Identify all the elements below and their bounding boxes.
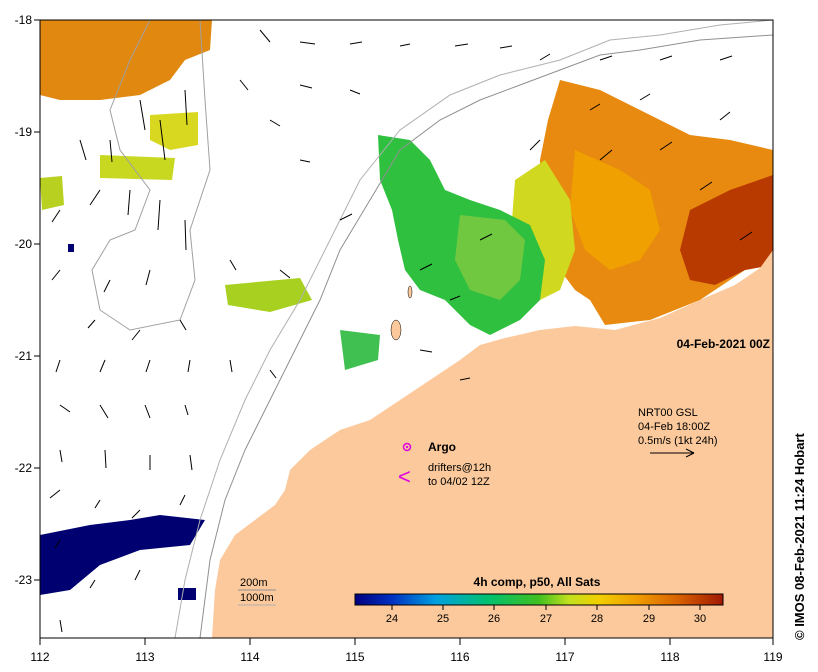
lat-tick-21: -21 xyxy=(15,349,33,363)
lat-tick-18: -18 xyxy=(15,13,33,27)
colorbar-title: 4h comp, p50, All Sats xyxy=(474,575,601,589)
lat-tick-20: -20 xyxy=(15,237,33,251)
colorbar-tick-26: 26 xyxy=(488,613,500,625)
island-small xyxy=(407,285,413,299)
sst-cold-southwest xyxy=(40,515,205,595)
colorbar-tick-28: 28 xyxy=(591,613,603,625)
colorbar-tick-24: 24 xyxy=(386,613,398,625)
lon-tick-115: 115 xyxy=(345,650,364,664)
sst-yellow-patch xyxy=(100,155,175,180)
sst-yellow-west xyxy=(40,176,64,210)
current-source: NRT00 GSL xyxy=(638,407,698,419)
bathymetry-plateau xyxy=(91,20,211,331)
argo-marker-icon xyxy=(402,442,412,452)
sst-green-light xyxy=(455,215,525,300)
lon-tick-116: 116 xyxy=(450,650,469,664)
lon-tick-118: 118 xyxy=(660,650,679,664)
bathy-1000-label: 1000m xyxy=(240,592,274,604)
lon-tick-114: 114 xyxy=(240,650,259,664)
lat-ticks xyxy=(34,19,40,581)
sst-yellow-northwest xyxy=(150,112,198,150)
sst-orange-mid xyxy=(570,150,660,270)
bathy-200-label: 200m xyxy=(240,577,268,589)
island xyxy=(390,319,402,341)
sst-hot-southeast xyxy=(680,175,773,285)
colorbar-ticks xyxy=(391,605,701,610)
current-scale: 0.5m/s (1kt 24h) xyxy=(638,435,717,447)
bathymetry-200m xyxy=(199,34,773,638)
argo-label: Argo xyxy=(428,440,456,454)
drifters-time: to 04/02 12Z xyxy=(428,476,490,488)
colorbar-tick-30: 30 xyxy=(694,613,706,625)
sst-green-strip xyxy=(340,330,380,370)
current-scale-arrow xyxy=(650,448,695,458)
lon-tick-119: 119 xyxy=(763,650,782,664)
sst-cold-spot xyxy=(178,588,196,600)
colorbar-tick-25: 25 xyxy=(437,613,449,625)
lat-tick-22: -22 xyxy=(15,461,33,475)
map-frame xyxy=(39,19,774,639)
sst-warm-northwest xyxy=(40,20,212,100)
lat-tick-23: -23 xyxy=(15,573,33,587)
current-time: 04-Feb 18:00Z xyxy=(638,421,710,433)
drifter-symbol-icon: < xyxy=(398,464,411,489)
lon-tick-112: 112 xyxy=(30,650,49,664)
lat-tick-19: -19 xyxy=(15,125,33,139)
colorbar-tick-27: 27 xyxy=(540,613,552,625)
lon-ticks xyxy=(39,638,774,645)
credit-text: © IMOS 08-Feb-2021 11:24 Hobart xyxy=(792,433,807,640)
lon-tick-113: 113 xyxy=(135,650,154,664)
colorbar-tick-29: 29 xyxy=(643,613,655,625)
land-australia xyxy=(212,250,773,638)
drifters-label: drifters@12h xyxy=(428,462,491,474)
bathymetry-1000m xyxy=(174,20,773,638)
current-vectors xyxy=(49,29,753,633)
sst-cold-dot xyxy=(68,244,74,252)
sst-green-small xyxy=(225,278,312,312)
date-label: 04-Feb-2021 00Z xyxy=(677,337,770,351)
colorbar xyxy=(354,593,724,606)
lon-tick-117: 117 xyxy=(555,650,574,664)
